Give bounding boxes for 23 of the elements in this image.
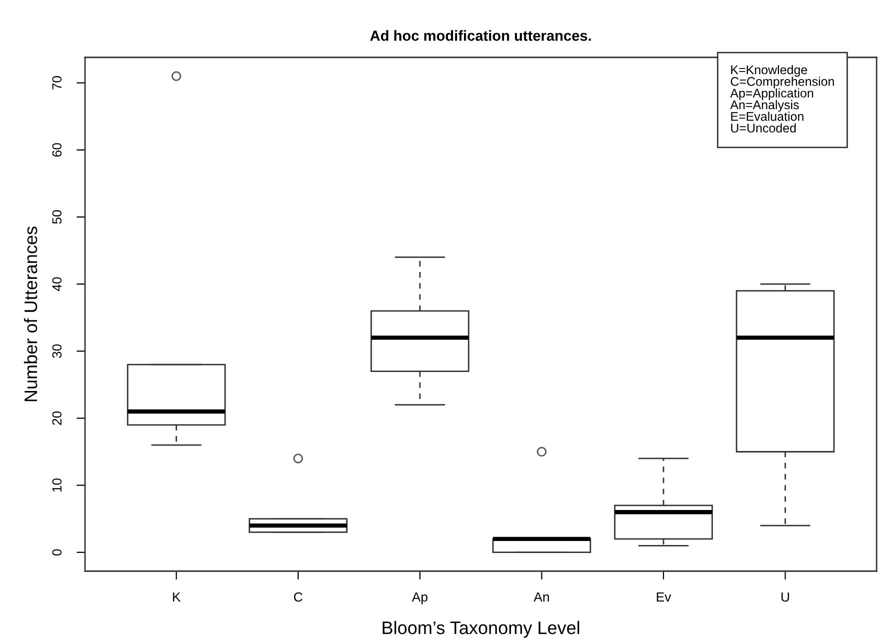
x-tick-label: K xyxy=(173,592,181,602)
chart-title: Ad hoc modification utterances. xyxy=(370,30,591,41)
y-tick-label: 0 xyxy=(52,549,62,556)
y-tick-label: 20 xyxy=(52,411,62,425)
annotation: Ap=Application xyxy=(730,88,814,100)
y-tick-label: 30 xyxy=(52,344,62,358)
x-tick-label: An xyxy=(534,592,549,602)
x-tick-label: U xyxy=(782,592,790,602)
y-tick-label: 40 xyxy=(52,277,62,292)
y-tick-label: 10 xyxy=(52,478,62,492)
x-tick-label: Ap xyxy=(412,592,428,604)
x-tick-label: Ev xyxy=(656,592,672,602)
annotation: U=Uncoded xyxy=(731,123,796,133)
y-axis-title: Number of Utterances xyxy=(24,226,38,402)
y-tick-label: 70 xyxy=(52,76,62,90)
annotation: An=Analysis xyxy=(730,100,799,112)
y-tick-label: 60 xyxy=(52,143,62,157)
annotation: E=Evaluation xyxy=(731,112,804,121)
annotation: K=Knowledge xyxy=(731,65,808,77)
x-axis-title: Bloom’s Taxonomy Level xyxy=(382,620,580,638)
y-tick-label: 50 xyxy=(52,210,62,224)
annotation: C=Comprehension xyxy=(730,76,834,88)
x-tick-label: C xyxy=(294,592,302,602)
